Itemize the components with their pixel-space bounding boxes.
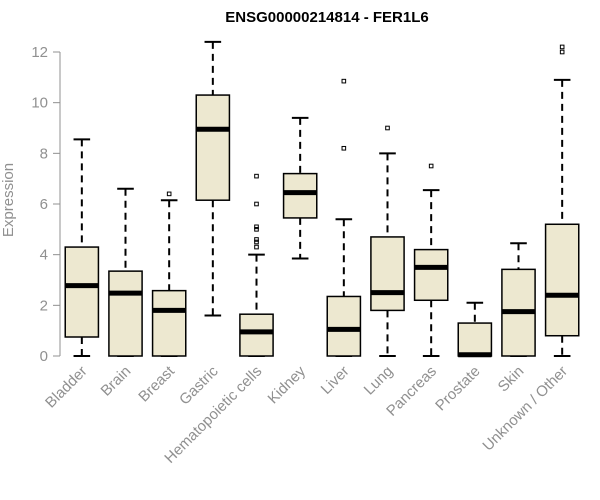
box-body [544, 223, 580, 337]
outlier-point [254, 244, 259, 250]
x-tick-label: Breast [135, 362, 178, 405]
box-body [108, 270, 143, 357]
box-lung [370, 125, 405, 357]
box-unknown-other [544, 44, 580, 357]
x-tick-label: Liver [318, 363, 353, 398]
outlier-point [559, 49, 565, 55]
box-skin [501, 242, 536, 357]
outlier-point [385, 125, 390, 131]
y-tick-label: 8 [40, 145, 48, 162]
chart-title: ENSG00000214814 - FER1L6 [225, 9, 428, 26]
y-axis: 0 2 4 6 8 10 12 [31, 44, 61, 365]
y-tick-label: 12 [31, 44, 48, 61]
outlier-point [254, 237, 259, 242]
y-tick-label: 0 [40, 348, 48, 365]
box-hematopoietic-cells [239, 173, 274, 357]
box-kidney [282, 116, 318, 260]
x-tick-label: Lung [361, 363, 397, 399]
y-axis-label: Expression [0, 163, 17, 237]
box-pancreas [413, 163, 449, 357]
y-tick-label: 10 [31, 95, 48, 112]
box-body [195, 94, 231, 201]
box-body [239, 313, 274, 357]
outlier-point [428, 163, 434, 169]
outlier-point [254, 224, 259, 230]
x-tick-label: Bladder [42, 363, 91, 412]
outlier-point [254, 227, 259, 232]
outlier-point [166, 191, 172, 197]
x-tick-label: Kidney [265, 362, 310, 407]
box-body [370, 236, 405, 312]
y-tick-label: 6 [40, 196, 48, 213]
box-body [64, 246, 100, 338]
box-gastric [195, 40, 231, 317]
box-breast [151, 191, 187, 357]
box-prostate [457, 301, 493, 358]
outlier-point [254, 239, 259, 245]
box-body [413, 248, 449, 302]
outlier-point [254, 201, 259, 207]
box-body [151, 289, 187, 357]
outlier-point [341, 145, 347, 151]
x-tick-label: Prostate [432, 363, 484, 415]
x-tick-label: Brain [98, 363, 135, 400]
outlier-point [254, 173, 259, 179]
y-tick-label: 2 [40, 297, 48, 314]
box-body [282, 172, 318, 219]
box-bladder [64, 138, 100, 357]
outlier-point [559, 44, 565, 50]
box-brain [108, 187, 143, 357]
box-body [457, 322, 493, 357]
x-tick-label: Skin [495, 363, 528, 396]
outlier-point [341, 78, 347, 84]
y-tick-label: 4 [40, 247, 48, 264]
box-body [326, 295, 362, 357]
plot-area [64, 40, 580, 358]
box-liver [326, 78, 362, 357]
